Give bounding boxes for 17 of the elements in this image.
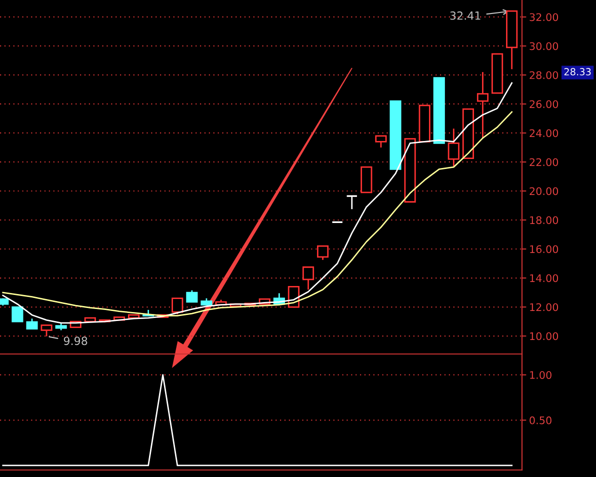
y-tick-label: 10.00 <box>530 332 558 340</box>
annotation: 32.41 <box>450 11 480 20</box>
y-tick-label: 30.00 <box>530 42 558 50</box>
y-tick-label: 24.00 <box>530 129 558 138</box>
y-tick-label: 16.00 <box>530 245 558 254</box>
y-tick-label: 1.00 <box>530 371 552 379</box>
y-tick-label: 26.00 <box>530 100 558 108</box>
y-tick-label: 18.00 <box>530 216 558 224</box>
y-tick-label: 0.50 <box>530 416 552 424</box>
y-tick-label: 32.00 <box>530 13 558 22</box>
text: 28.33 <box>564 68 591 76</box>
y-tick-label: 22.00 <box>530 158 558 166</box>
y-tick-label: 28.00 <box>530 71 558 80</box>
y-tick-label: 12.00 <box>530 303 558 312</box>
annotation: 9.98 <box>64 336 88 346</box>
y-tick-label: 20.00 <box>530 187 558 196</box>
y-tick-label: 14.00 <box>530 274 558 282</box>
